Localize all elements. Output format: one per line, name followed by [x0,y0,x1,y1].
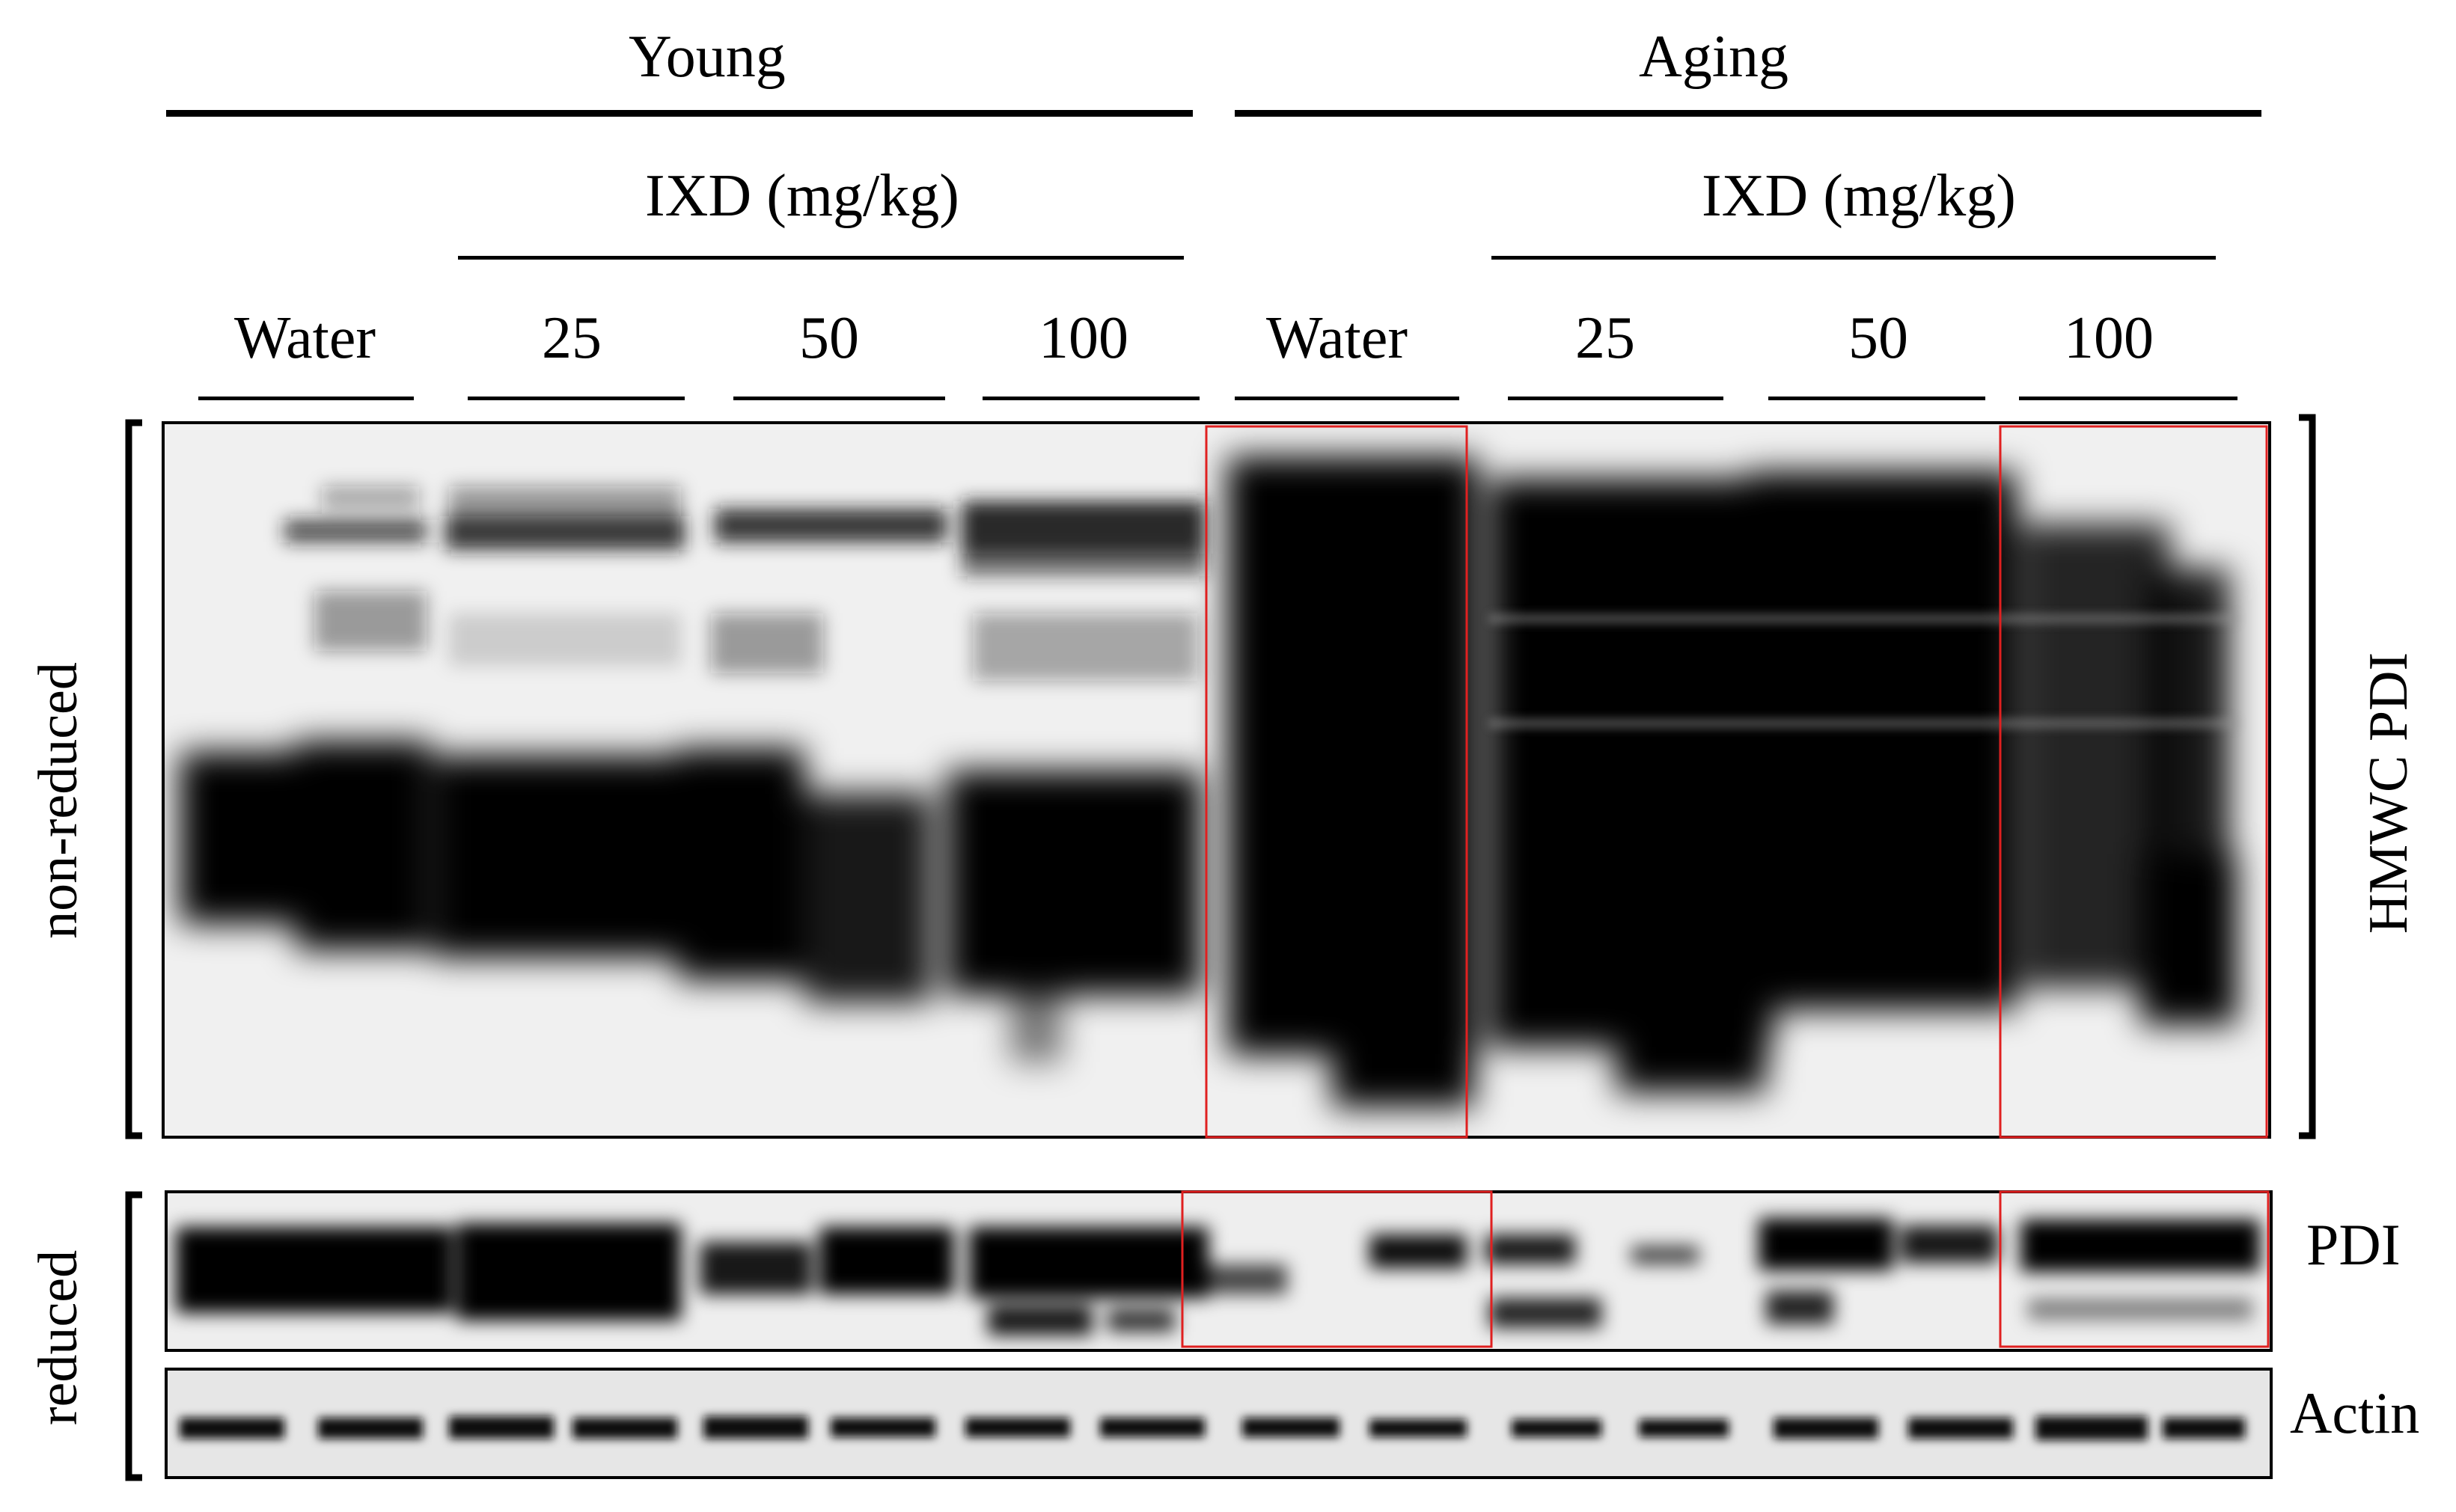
group-label-aging: Aging [1639,24,1788,90]
lane-line [198,397,414,400]
treatment-label-young: IXD (mg/kg) [645,163,959,229]
lane-label-aging-25: 25 [1575,305,1635,371]
condition-label-non-reduced: non-reduced [28,662,89,939]
lane-label-aging-100: 100 [2064,305,2154,371]
group-line-young [166,110,1193,117]
treatment-line-aging [1491,256,2216,260]
treatment-line-young [458,256,1184,260]
lane-line [1508,397,1723,400]
bracket-hmwc [2299,414,2316,1139]
bracket-non-reduced [125,419,142,1139]
lane-label-aging-50: 50 [1848,305,1908,371]
blot-pdi [166,1192,2271,1350]
lane-label-young-100: 100 [1039,305,1128,371]
band-label-pdi: PDI [2306,1212,2401,1277]
lane-line [1235,397,1459,400]
blot-actin [166,1369,2271,1478]
highlight-box-aging-100-nonreduced [1999,425,2268,1139]
bracket-reduced [125,1191,142,1481]
condition-label-reduced: reduced [28,1249,89,1426]
lane-line [468,397,685,400]
group-label-young: Young [629,24,786,90]
band-label-hmwc-pdi: HMWC PDI [2358,652,2419,934]
lane-line [2019,397,2237,400]
treatment-label-aging: IXD (mg/kg) [1702,163,2016,229]
lane-label-young-50: 50 [799,305,859,371]
lane-label-aging-water: Water [1266,305,1408,371]
group-line-aging [1235,110,2261,117]
lane-line [983,397,1200,400]
highlight-box-aging-100-pdi [1999,1190,2270,1348]
lane-label-young-water: Water [234,305,376,371]
band-label-actin: Actin [2290,1380,2420,1445]
lane-label-young-25: 25 [542,305,602,371]
highlight-box-aging-water-pdi [1181,1190,1493,1348]
lane-line [733,397,945,400]
lane-line [1768,397,1985,400]
blot-non-reduced [163,423,2270,1137]
highlight-box-aging-water-nonreduced [1205,425,1468,1139]
